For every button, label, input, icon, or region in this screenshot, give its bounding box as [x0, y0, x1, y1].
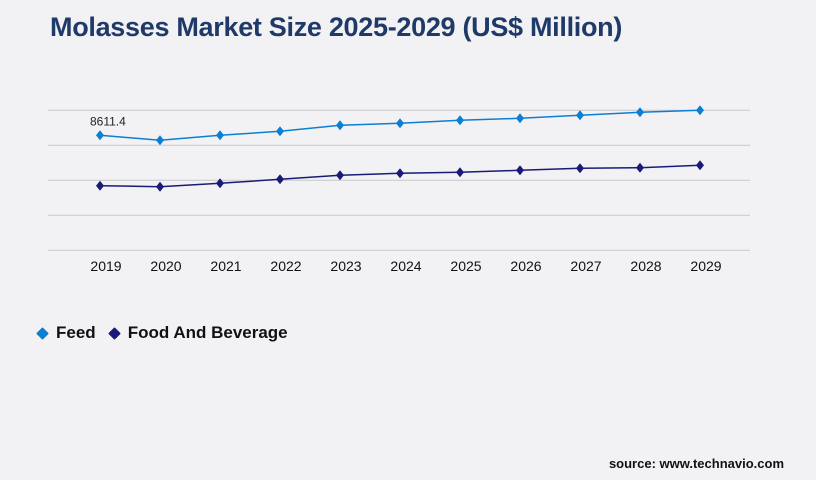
data-point: [216, 130, 224, 141]
legend-marker-feed: [36, 326, 49, 340]
x-tick-label: 2027: [570, 258, 601, 274]
data-point: [696, 105, 704, 116]
data-point: [516, 165, 524, 176]
data-point: [576, 110, 584, 121]
data-point: [156, 135, 164, 146]
data-point: [576, 163, 584, 174]
data-point: [396, 168, 404, 179]
legend-label: Feed: [56, 323, 96, 342]
data-point: [456, 115, 464, 126]
data-point: [216, 178, 224, 189]
x-tick-label: 2028: [630, 258, 661, 274]
data-label: 8611.4: [90, 114, 126, 128]
data-point: [156, 181, 164, 192]
data-point: [696, 160, 704, 171]
data-point: [336, 120, 344, 131]
data-point: [396, 118, 404, 129]
legend-item-feed[interactable]: Feed: [36, 323, 96, 343]
chart-title: Molasses Market Size 2025-2029 (US$ Mill…: [50, 12, 623, 42]
data-point: [636, 107, 644, 118]
x-tick-label: 2023: [330, 258, 361, 274]
data-point: [456, 167, 464, 178]
data-point: [516, 113, 524, 124]
x-tick-label: 2020: [150, 258, 181, 274]
x-tick-label: 2029: [690, 258, 721, 274]
data-point: [336, 170, 344, 181]
x-tick-label: 2019: [90, 258, 121, 274]
data-point: [276, 174, 284, 185]
legend-marker-food-and-beverage: [107, 326, 121, 340]
legend-item-food-and-beverage[interactable]: Food And Beverage: [107, 323, 288, 343]
x-tick-label: 2021: [210, 258, 241, 274]
data-point: [276, 126, 284, 137]
legend: Feed Food And Beverage: [36, 323, 302, 343]
x-tick-label: 2024: [390, 258, 421, 274]
data-point: [96, 180, 104, 191]
data-point: [636, 162, 644, 173]
x-tick-label: 2026: [510, 258, 541, 274]
data-point: [96, 130, 104, 141]
x-tick-label: 2025: [450, 258, 481, 274]
source-note: source: www.technavio.com: [608, 456, 784, 471]
x-tick-label: 2022: [270, 258, 301, 274]
legend-label: Food And Beverage: [127, 323, 288, 342]
